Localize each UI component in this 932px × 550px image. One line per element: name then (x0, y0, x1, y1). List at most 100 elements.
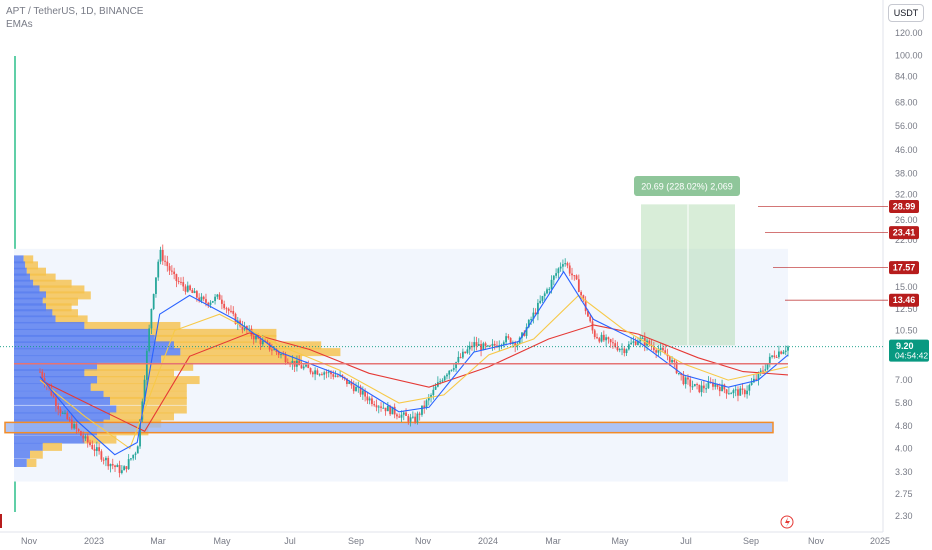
candle-body (286, 362, 289, 364)
x-tick-label: May (611, 536, 629, 546)
candle-body (537, 302, 539, 315)
volume-profile-yellow-bar (84, 369, 174, 378)
candle-body (323, 372, 326, 375)
candle-body (705, 388, 708, 390)
volume-profile-yellow-bar (23, 255, 34, 264)
current-price-value: 9.20 (896, 341, 914, 351)
candle-body (55, 396, 57, 406)
candle-body (521, 332, 523, 338)
candle-body (755, 378, 758, 380)
candle-body (75, 424, 78, 430)
volume-profile-yellow-bar (180, 348, 341, 357)
volume-profile-blue-bar (14, 458, 27, 467)
candle-body (486, 345, 489, 347)
candle-body (659, 347, 662, 351)
candle-body (309, 368, 312, 373)
candle-body (98, 447, 101, 452)
candle-body (300, 365, 303, 369)
candle-body (64, 412, 66, 414)
candle-body (768, 356, 771, 364)
candle-body (182, 282, 185, 287)
candle-body (389, 405, 392, 415)
candle-body (148, 328, 151, 351)
volume-profile-yellow-bar (26, 267, 46, 276)
candle-body (255, 335, 257, 340)
volume-profile-blue-bar (14, 405, 117, 414)
volume-profile-blue-bar (14, 355, 162, 364)
candle-body (150, 308, 153, 329)
candle-body (409, 417, 412, 422)
candle-body (95, 447, 98, 451)
support-zone (4, 421, 774, 434)
volume-profile-yellow-bar (116, 405, 187, 414)
candle-body (662, 347, 664, 351)
candle-body (396, 414, 398, 417)
candle-body (200, 296, 203, 301)
y-axis: 120.00 100.00 84.00 68.00 56.00 46.00 38.00 32.… (895, 28, 923, 521)
candle-body (334, 375, 337, 377)
x-tick-label: Nov (21, 536, 38, 546)
candle-body (318, 374, 321, 376)
candle-body (648, 340, 651, 345)
candle-body (218, 294, 221, 300)
candle-body (689, 379, 692, 387)
candle-body (525, 327, 528, 336)
y-tick-label: 26.00 (895, 215, 918, 225)
volume-profile-yellow-bar (46, 303, 72, 312)
candle-body (198, 297, 201, 301)
level-lines (0, 206, 888, 365)
x-tick-label: May (213, 536, 231, 546)
currency-button[interactable]: USDT (888, 4, 924, 22)
candle-body (477, 344, 480, 346)
flash-event-glyph (785, 517, 790, 527)
target-price-tag (889, 226, 919, 240)
candle-body (43, 378, 46, 384)
candle-body (425, 400, 428, 408)
volume-profile-yellow-bar (148, 328, 277, 337)
y-tick-label: 22.00 (895, 235, 918, 245)
candle-body (625, 349, 628, 354)
candle-body (73, 424, 76, 429)
candle-body (193, 291, 196, 293)
candle-body (330, 371, 332, 375)
candle-body (434, 386, 437, 390)
candle-body (664, 350, 667, 355)
candle-body (352, 385, 355, 392)
candle-body (225, 308, 228, 310)
candle-body (321, 374, 323, 376)
candle-body (61, 412, 64, 414)
candle-body (693, 384, 696, 387)
candle-body (414, 416, 417, 423)
candle-body (509, 337, 512, 344)
candle-body (557, 268, 560, 274)
candle-body (166, 261, 169, 267)
candle-body (602, 334, 605, 341)
candle-body (39, 371, 41, 373)
indicator-label[interactable]: EMAs (6, 19, 33, 30)
y-tick-label: 84.00 (895, 72, 918, 82)
candle-body (455, 362, 457, 369)
target-price-label: 28.99 (893, 202, 916, 212)
candle-body (759, 370, 762, 373)
candle-body (284, 354, 287, 363)
candle-body (721, 384, 723, 392)
measure-region: 20.69 (228.02%) 2,069 (634, 176, 740, 346)
volume-profile-blue-bar (14, 412, 110, 421)
candle-body (386, 405, 389, 412)
candle-body (448, 370, 451, 375)
candle-body (775, 356, 778, 358)
candle-body (211, 301, 214, 303)
candle-body (584, 299, 587, 312)
candle-body (577, 279, 580, 293)
candle-body (207, 302, 210, 305)
candle-body (161, 249, 164, 261)
volume-profile-blue-bar (14, 255, 24, 264)
x-tick-label: Jul (284, 536, 296, 546)
candle-body (668, 356, 671, 363)
candle-body (123, 466, 126, 471)
candle-body (491, 343, 494, 346)
candle-body (89, 442, 91, 445)
candle-body (532, 312, 535, 320)
x-tick-label: Nov (415, 536, 432, 546)
